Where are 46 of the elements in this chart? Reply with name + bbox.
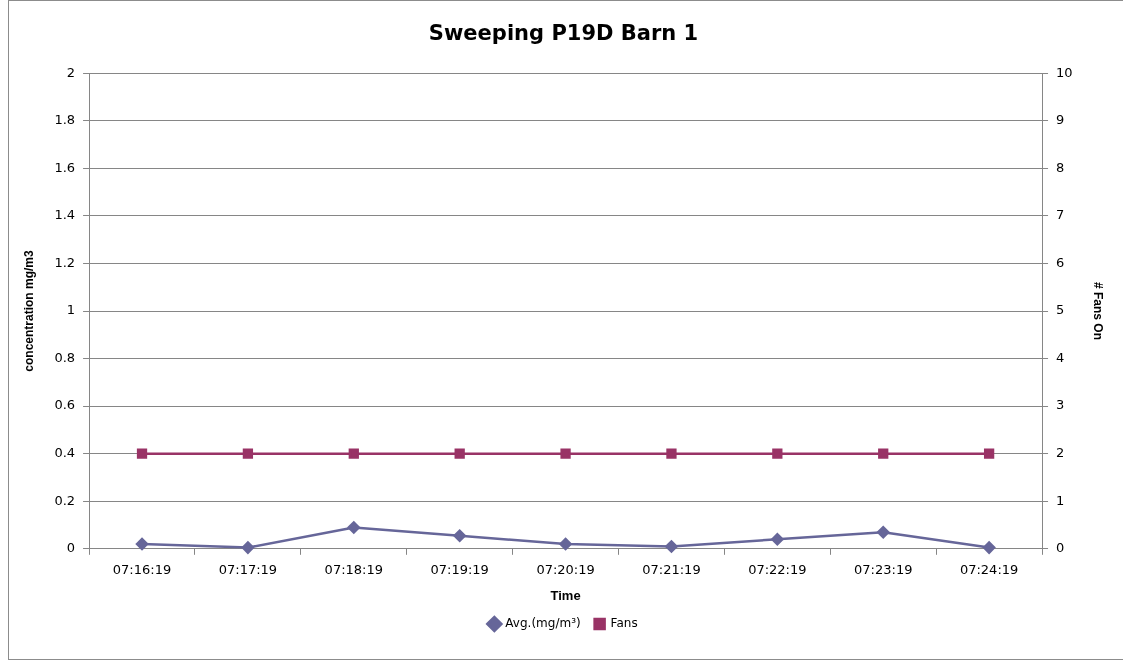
y-tick-label: 0.6 [54,397,76,413]
y2-tick-label: 6 [1056,254,1065,270]
y2-tick-label: 2 [1056,445,1065,461]
x-tick-label: 07:24:19 [959,561,1019,577]
y-tick-label: 1.2 [54,254,76,270]
y2-tick-label: 9 [1056,112,1065,128]
x-tick-label: 07:16:19 [112,561,172,577]
legend-label: Avg.(mg/m³) [505,616,581,631]
y-tick-label: 1.8 [54,112,76,128]
y-tick-label: 1.4 [54,207,76,223]
y-tick-label: 0.8 [54,349,76,365]
point [982,541,996,554]
y-tick-label: 1 [66,302,76,318]
y2-tick-label: 4 [1056,349,1065,365]
x-tick-label: 07:18:19 [324,561,383,577]
y2-tick-label: 10 [1056,64,1073,80]
y2-tick-label: 0 [1056,540,1065,556]
x-axis-title: Time [550,587,581,603]
point [347,521,361,534]
y-tick-label: 0.4 [54,445,76,461]
point [559,537,572,551]
x-tick-label: 07:21:19 [642,561,701,577]
point [241,541,255,554]
y2-tick-label: 1 [1056,492,1065,508]
y-tick-label: 0 [66,540,76,556]
point [665,540,678,553]
y-tick-label: 0.2 [54,492,76,508]
x-tick-label: 07:20:19 [536,561,595,577]
legend-label: Fans [610,616,638,631]
y2-axis-title: # Fans On [1091,281,1106,341]
y-tick-label: 1.6 [54,159,76,175]
y2-tick-label: 5 [1056,302,1065,318]
point [876,525,890,539]
x-tick-label: 07:22:19 [748,561,807,577]
y2-tick-label: 8 [1056,159,1065,175]
point [135,537,149,551]
y-tick-label: 2 [66,64,76,80]
point [771,533,784,546]
x-tick-label: 07:19:19 [430,561,489,577]
chart-title: Sweeping P19D Barn 1 [428,21,699,46]
x-tick-label: 07:17:19 [218,561,278,577]
x-tick-label: 07:23:19 [854,561,913,577]
y2-tick-label: 3 [1056,397,1065,413]
y2-tick-label: 7 [1056,207,1065,223]
point [453,529,466,542]
y-axis-title: concentration mg/m3 [21,250,36,372]
